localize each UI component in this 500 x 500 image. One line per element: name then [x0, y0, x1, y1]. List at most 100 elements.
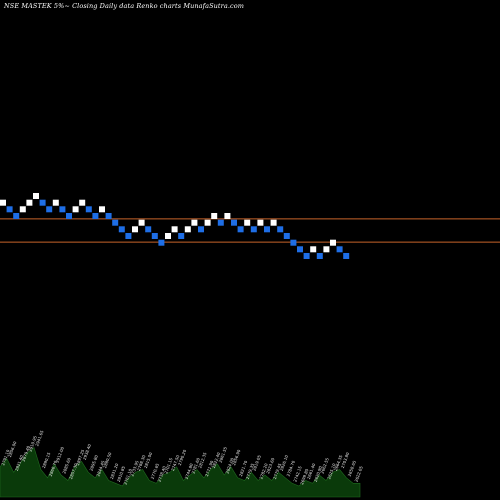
- volume-label: 2742.15: [292, 465, 303, 483]
- volume-label: 2821.70: [238, 459, 249, 477]
- volume-label: 2779.45: [272, 462, 283, 480]
- volume-label: 2658.65: [347, 459, 358, 477]
- renko-brick-down: [46, 206, 53, 213]
- renko-brick-up: [33, 193, 39, 199]
- renko-brick-up: [26, 199, 33, 206]
- renko-brick-up: [191, 219, 198, 226]
- renko-brick-up: [99, 206, 105, 213]
- volume-label: 2856.90: [231, 448, 242, 466]
- renko-brick-down: [151, 233, 158, 239]
- renko-brick-down: [277, 226, 284, 233]
- volume-label: 2701.15: [163, 457, 174, 475]
- volume-label: 2779.35: [245, 462, 256, 480]
- renko-brick-down: [13, 213, 20, 219]
- renko-brick-up: [171, 226, 178, 233]
- volume-label: 2790.20: [177, 448, 188, 466]
- renko-brick-down: [118, 226, 125, 233]
- volume-label: 2788.30: [136, 454, 147, 472]
- volume-label: 2620.90: [313, 465, 324, 483]
- volume-label: 2625.10: [326, 462, 337, 480]
- renko-brick-up: [0, 199, 6, 206]
- renko-brick-up: [72, 206, 79, 213]
- volume-label: 2885.60: [61, 457, 72, 475]
- renko-brick-down: [145, 226, 152, 233]
- renko-brick-up: [270, 219, 277, 226]
- renko-brick-down: [59, 206, 66, 213]
- renko-brick-down: [178, 233, 185, 239]
- renko-brick-down: [6, 206, 13, 213]
- renko-brick-up: [138, 219, 145, 226]
- renko-brick-down: [92, 213, 99, 219]
- volume-label: 2784.70: [286, 459, 297, 477]
- renko-brick-down: [336, 246, 343, 253]
- renko-brick-up: [310, 246, 317, 253]
- renko-brick-up: [330, 239, 336, 246]
- volume-label: 2744.80: [184, 462, 195, 480]
- volume-label: 2824.00: [224, 457, 235, 475]
- volume-label: 2733.95: [129, 459, 140, 477]
- volume-label: 2880.50: [102, 451, 113, 469]
- renko-brick-down: [264, 226, 270, 233]
- volume-label: 2819.05: [252, 454, 263, 472]
- volume-label: 2810.85: [116, 465, 127, 483]
- renko-brick-down: [105, 213, 112, 219]
- renko-brick-up: [211, 213, 218, 219]
- volume-panel: 2791.102856.002821.402879.402910.952941.…: [0, 429, 364, 498]
- renko-brick-up: [165, 233, 171, 239]
- volume-label: 2857.30: [68, 462, 79, 480]
- renko-brick-down: [112, 219, 119, 226]
- renko-brick-down: [283, 233, 290, 239]
- volume-label: 2771.90: [204, 459, 215, 477]
- volume-label: 2664.35: [333, 454, 344, 472]
- volume-label: 2812.35: [197, 451, 208, 469]
- volume-label: 2823.60: [265, 457, 276, 475]
- volume-label: 2895.80: [89, 454, 100, 472]
- volume-area: [0, 446, 361, 498]
- renko-brick-down: [343, 253, 350, 259]
- volume-label: 2747.50: [170, 454, 181, 472]
- renko-brick-up: [257, 219, 264, 226]
- volume-label: 2622.05: [353, 465, 364, 483]
- volume-label: 2866.70: [48, 459, 59, 477]
- renko-brick-down: [316, 253, 323, 259]
- renko-bricks: [0, 193, 350, 259]
- volume-label: 2897.25: [75, 448, 86, 466]
- volume-label: 2738.40: [156, 465, 167, 483]
- volume-label: 2941.65: [34, 429, 45, 447]
- renko-brick-down: [39, 199, 46, 206]
- renko-brick-up: [132, 226, 138, 233]
- volume-label: 2861.55: [218, 446, 229, 464]
- renko-brick-up: [52, 199, 59, 206]
- renko-brick-down: [250, 226, 257, 233]
- renko-brick-up: [224, 213, 231, 219]
- volume-label: 2661.40: [306, 462, 317, 480]
- renko-brick-up: [244, 219, 251, 226]
- renko-brick-down: [303, 253, 310, 259]
- volume-label: 2781.60: [190, 457, 201, 475]
- volume-label: 2938.40: [82, 443, 93, 461]
- renko-brick-up: [323, 246, 330, 253]
- volume-label: 2782.20: [258, 462, 269, 480]
- renko-brick-up: [184, 226, 191, 233]
- volume-label: 2791.10: [0, 448, 11, 466]
- renko-brick-down: [231, 219, 237, 226]
- volume-label: 2699.80: [299, 468, 310, 486]
- reference-lines: [0, 218, 500, 243]
- volume-label: 2826.10: [279, 454, 290, 472]
- volume-label: 2912.00: [55, 446, 66, 464]
- volume-label: 2831.20: [109, 462, 120, 480]
- volume-label: 2815.00: [143, 451, 154, 469]
- volume-label: 2879.40: [21, 445, 32, 463]
- renko-brick-down: [66, 213, 72, 219]
- volume-label: 2844.45: [95, 459, 106, 477]
- renko-brick-up: [204, 219, 211, 226]
- renko-brick-down: [217, 219, 224, 226]
- renko-brick-down: [158, 239, 165, 246]
- renko-brick-down: [297, 246, 303, 253]
- volume-label: 2890.15: [41, 451, 52, 469]
- renko-brick-down: [125, 233, 132, 239]
- renko-brick-up: [79, 199, 86, 206]
- volume-label: 2822.40: [211, 451, 222, 469]
